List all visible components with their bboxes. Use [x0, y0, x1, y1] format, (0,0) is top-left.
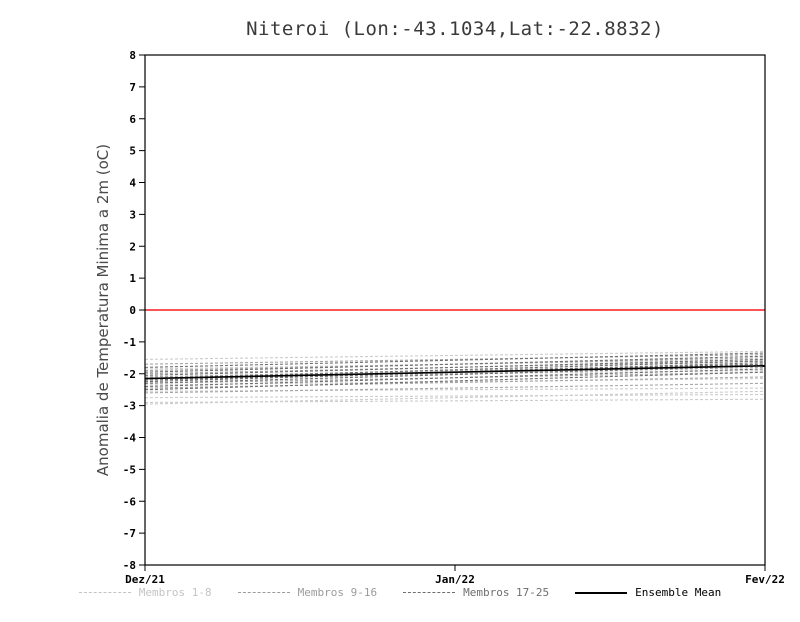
- x-tick-label: Fev/22: [745, 573, 785, 586]
- legend: Membros 1-8 Membros 9-16 Membros 17-25 Ense…: [0, 586, 800, 599]
- ensemble-mean-line: [144, 364, 766, 380]
- x-tick-label: Dez/21: [125, 573, 165, 586]
- y-tick-label: -7: [123, 527, 136, 540]
- member-line: [144, 350, 766, 360]
- member-line: [144, 352, 766, 368]
- plot-frame: [144, 54, 766, 566]
- y-tick-label: 4: [129, 177, 136, 190]
- y-tick-label: 1: [129, 272, 136, 285]
- y-tick-label: -3: [123, 400, 136, 413]
- member-line: [144, 382, 766, 394]
- legend-item: Ensemble Mean: [575, 586, 721, 599]
- member-line: [144, 387, 766, 392]
- legend-label: Membros 1-8: [138, 586, 212, 599]
- legend-line-sample: [237, 592, 290, 593]
- member-line: [144, 371, 766, 391]
- legend-line-sample: [575, 591, 628, 594]
- legend-item: Membros 17-25: [403, 586, 549, 599]
- y-tick-label: -6: [123, 495, 137, 508]
- member-line: [144, 390, 766, 405]
- y-tick-label: -4: [123, 432, 137, 445]
- legend-label: Membros 17-25: [463, 586, 550, 599]
- y-tick-label: 0: [129, 304, 136, 317]
- chart-title: Niteroi (Lon:-43.1034,Lat:-22.8832): [246, 18, 664, 40]
- member-line: [144, 368, 766, 388]
- legend-label: Ensemble Mean: [635, 586, 722, 599]
- member-line: [144, 354, 766, 365]
- y-tick-label: -5: [123, 463, 136, 476]
- member-line: [144, 377, 766, 386]
- x-tick-label: Jan/22: [435, 573, 475, 586]
- y-tick-label: -2: [123, 368, 136, 381]
- legend-label: Membros 9-16: [297, 586, 378, 599]
- member-line: [144, 398, 766, 403]
- member-line: [144, 366, 766, 381]
- y-tick-label: -1: [123, 336, 137, 349]
- y-tick-label: 5: [129, 145, 136, 158]
- y-tick-label: -8: [123, 559, 136, 572]
- legend-item: Membros 1-8: [78, 586, 212, 599]
- legend-item: Membros 9-16: [237, 586, 378, 599]
- member-line: [144, 360, 766, 380]
- member-line: [144, 358, 766, 376]
- member-line: [144, 393, 766, 399]
- legend-line-sample: [403, 592, 456, 593]
- member-line: [144, 376, 766, 389]
- y-tick-label: 2: [129, 240, 136, 253]
- y-tick-label: 6: [129, 113, 136, 126]
- y-tick-label: 3: [129, 208, 136, 221]
- member-line: [144, 355, 766, 373]
- y-tick-label: 8: [129, 49, 136, 62]
- y-tick-label: 7: [129, 81, 136, 94]
- y-axis-label: Anomalia de Temperatura Minima a 2m (oC): [94, 143, 112, 477]
- legend-line-sample: [78, 592, 131, 593]
